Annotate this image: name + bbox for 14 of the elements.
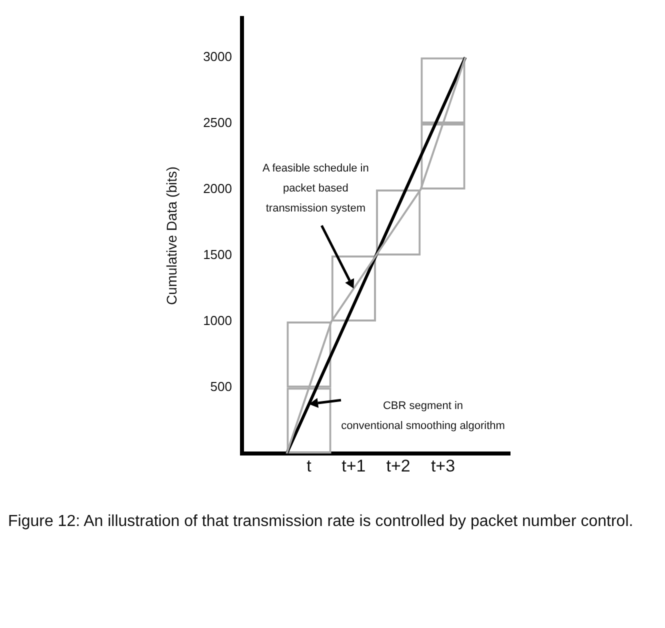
y-tick-label: 1000 <box>203 313 232 328</box>
x-tick-label: t+2 <box>386 456 410 476</box>
annotation: A feasible schedule in packet based transmission system <box>262 162 369 215</box>
y-tick-label: 1500 <box>203 247 232 262</box>
y-tick-label: 2000 <box>203 181 232 196</box>
annotation: CBR segment in conventional smoothing algorithm <box>341 400 505 432</box>
caption: Figure 12: An illustration of that transmission rate is controlled by packet number control. <box>8 512 634 532</box>
y-axis-title: Cumulative Data (bits) <box>163 166 180 305</box>
x-tick-label: t <box>306 456 312 476</box>
y-tick-label: 500 <box>210 379 232 394</box>
y-tick-label: 3000 <box>203 48 232 64</box>
x-tick-label: t+1 <box>342 456 366 476</box>
y-tick-label: 2500 <box>203 115 232 130</box>
x-tick-label: t+3 <box>430 456 456 476</box>
